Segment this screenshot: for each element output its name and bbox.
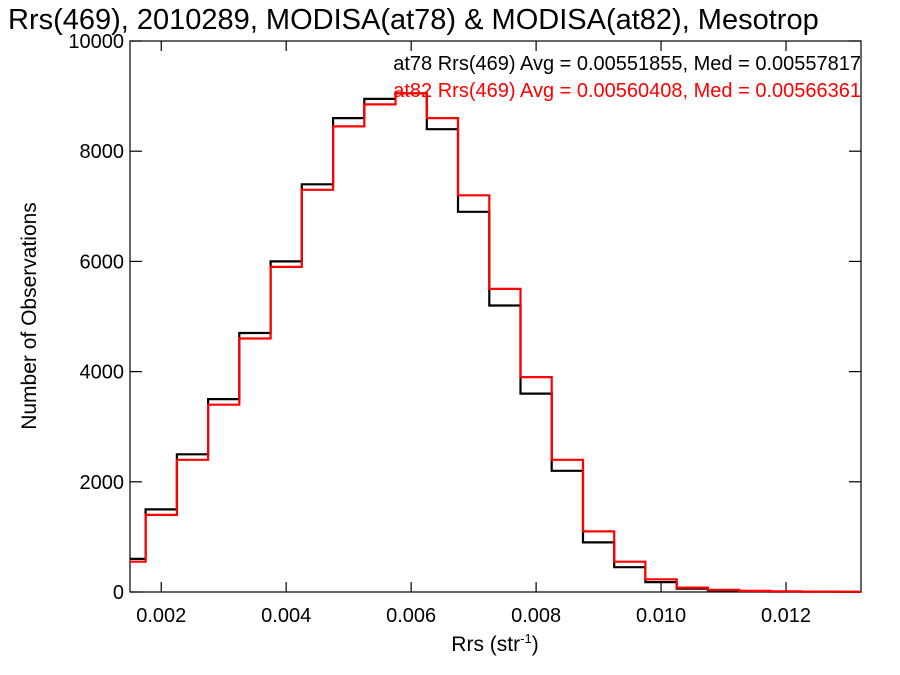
x-tick-label: 0.004: [261, 605, 311, 627]
series-layer: [130, 92, 861, 593]
y-tick-label: 10000: [68, 31, 124, 53]
legend-series-1: at82 Rrs(469) Avg = 0.00560408, Med = 0.…: [393, 80, 861, 102]
x-tick-label: 0.006: [386, 605, 436, 627]
x-axis: 0.002 0.004 0.006 0.008 0.010 0.012: [136, 41, 811, 627]
x-axis-label: Rrs (str-1): [451, 631, 538, 656]
legend-series-0: at78 Rrs(469) Avg = 0.00551855, Med = 0.…: [393, 53, 861, 75]
x-tick-label: 0.012: [761, 605, 811, 627]
y-tick-label: 0: [113, 582, 124, 604]
legend: at78 Rrs(469) Avg = 0.00551855, Med = 0.…: [393, 53, 861, 102]
x-tick-label: 0.010: [636, 605, 686, 627]
y-axis-label: Number of Observations: [18, 202, 41, 430]
y-axis: 0 2000 4000 6000 8000 10000: [68, 31, 861, 604]
y-tick-label: 6000: [80, 251, 125, 273]
y-tick-label: 8000: [80, 141, 125, 163]
x-tick-label: 0.008: [511, 605, 561, 627]
x-tick-label: 0.002: [136, 605, 186, 627]
y-tick-label: 4000: [80, 362, 125, 384]
y-tick-label: 2000: [80, 472, 125, 494]
series-line-1: [130, 92, 861, 593]
chart-title: Rrs(469), 2010289, MODISA(at78) & MODISA…: [8, 4, 819, 36]
plot-frame: [129, 40, 862, 593]
